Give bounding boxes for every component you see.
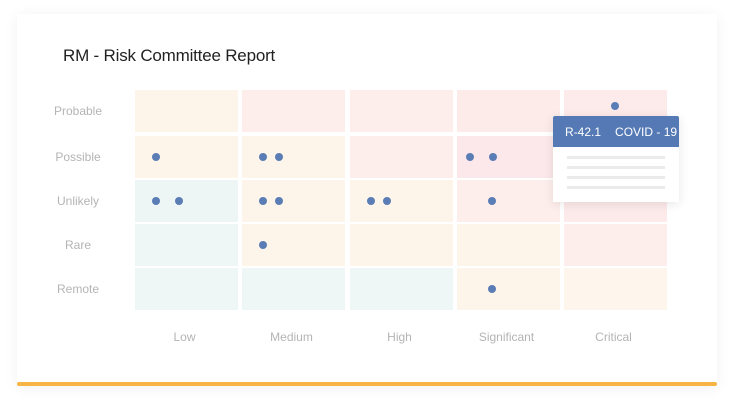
heatmap-cell [135,224,238,266]
risk-dot[interactable] [152,153,160,161]
heatmap-cell [242,180,345,222]
risk-dot[interactable] [175,197,183,205]
y-tick-label: Rare [64,238,91,252]
risk-dot[interactable] [489,153,497,161]
x-tick-label: Significant [478,330,535,344]
accent-bar [17,382,717,386]
y-tick-label: Probable [53,104,103,118]
risk-dot[interactable] [488,285,496,293]
y-tick-label: Unlikely [56,194,99,208]
heatmap-cell [350,224,453,266]
placeholder-line [567,156,665,159]
heatmap-cell [350,90,453,132]
risk-dot[interactable] [152,197,160,205]
x-tick-label: High [387,330,412,344]
x-tick-label: Medium [270,330,313,344]
heatmap-cell [564,268,667,310]
heatmap-cell [457,224,560,266]
risk-dot[interactable] [259,197,267,205]
heatmap-cell [135,268,238,310]
heatmap-cell [242,90,345,132]
heatmap-cell [135,136,238,178]
heatmap-cell [457,136,560,178]
heatmap-cell [457,180,560,222]
risk-id: R-42.1 [565,124,602,139]
x-tick-label: Low [173,330,196,344]
heatmap-cell [457,90,560,132]
placeholder-line [567,166,665,169]
risk-dot[interactable] [259,241,267,249]
heatmap-cell [242,136,345,178]
heatmap-cell [135,180,238,222]
risk-dot[interactable] [275,153,283,161]
placeholder-line [567,176,665,179]
placeholder-line [567,186,665,189]
risk-tooltip: R-42.1 COVID - 19 [553,116,679,202]
heatmap-cell [350,180,453,222]
x-tick-label: Critical [595,330,632,344]
heatmap-cell [350,268,453,310]
heatmap-cell [242,268,345,310]
heatmap-cell [135,90,238,132]
risk-dot[interactable] [383,197,391,205]
risk-dot[interactable] [259,153,267,161]
y-tick-label: Possible [55,150,101,164]
risk-dot[interactable] [488,197,496,205]
tooltip-header: R-42.1 COVID - 19 [553,116,679,147]
risk-dot[interactable] [466,153,474,161]
page-title: RM - Risk Committee Report [63,46,276,65]
heatmap-cell [564,224,667,266]
risk-name: COVID - 19 [615,124,678,139]
y-tick-label: Remote [56,282,100,296]
risk-dot[interactable] [611,102,619,110]
risk-dot[interactable] [367,197,375,205]
risk-dot[interactable] [275,197,283,205]
heatmap-cell [457,268,560,310]
heatmap-cell [350,136,453,178]
heatmap-cell [242,224,345,266]
